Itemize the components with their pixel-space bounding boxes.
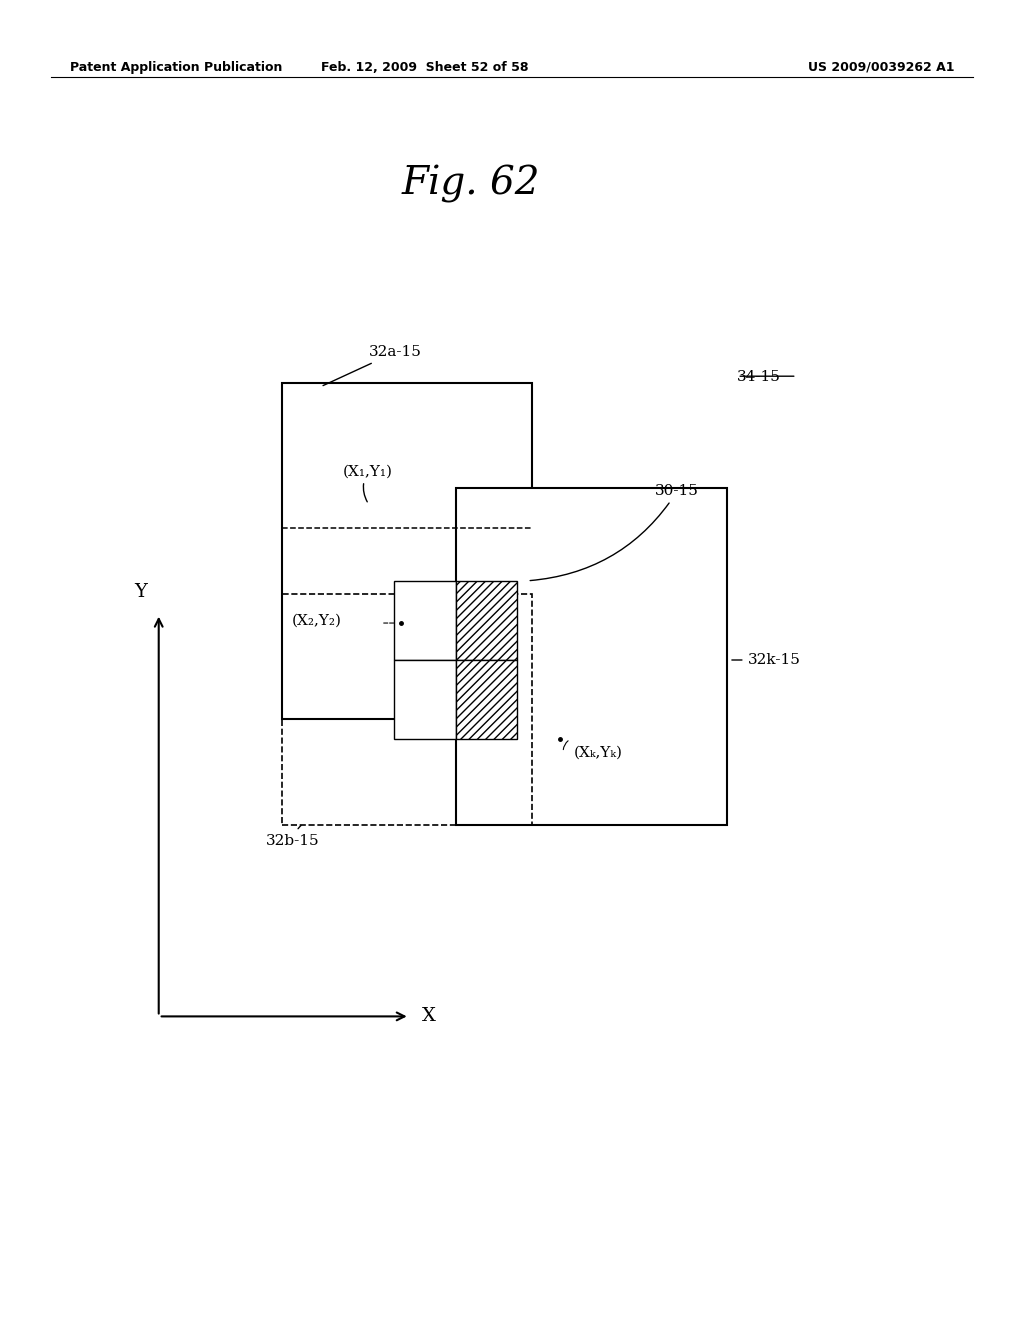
Text: 34-15: 34-15 (737, 370, 781, 384)
Text: 32a-15: 32a-15 (323, 346, 422, 385)
Text: Y: Y (134, 582, 146, 601)
Text: US 2009/0039262 A1: US 2009/0039262 A1 (808, 61, 954, 74)
Text: (X₂,Y₂): (X₂,Y₂) (292, 614, 342, 627)
Text: Feb. 12, 2009  Sheet 52 of 58: Feb. 12, 2009 Sheet 52 of 58 (322, 61, 528, 74)
Text: Fig. 62: Fig. 62 (401, 165, 541, 203)
Text: (Xₖ,Yₖ): (Xₖ,Yₖ) (573, 746, 623, 759)
Bar (282, 383, 532, 719)
Bar (282, 594, 532, 825)
Text: 32k-15: 32k-15 (732, 653, 801, 667)
Text: 30-15: 30-15 (530, 484, 699, 581)
Bar (394, 581, 456, 660)
Bar (456, 581, 517, 660)
Text: Patent Application Publication: Patent Application Publication (70, 61, 282, 74)
Bar (394, 660, 456, 739)
Bar (456, 660, 517, 739)
Text: X: X (422, 1007, 436, 1026)
Bar (456, 488, 727, 825)
Text: 32b-15: 32b-15 (266, 825, 319, 847)
Text: (X₁,Y₁): (X₁,Y₁) (343, 465, 393, 502)
